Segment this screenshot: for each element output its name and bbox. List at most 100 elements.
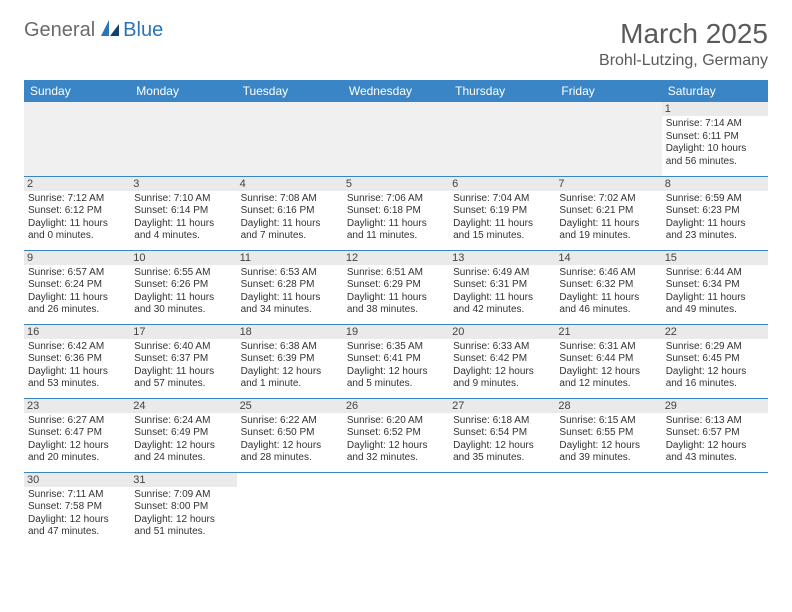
day-info: Sunrise: 6:18 AMSunset: 6:54 PMDaylight:…: [453, 415, 551, 465]
day-number: 29: [662, 399, 768, 413]
calendar-cell: 24 Sunrise: 6:24 AMSunset: 6:49 PMDayligh…: [130, 398, 236, 472]
day-info: Sunrise: 6:40 AMSunset: 6:37 PMDaylight:…: [134, 341, 232, 391]
day-number: 20: [449, 325, 555, 339]
calendar-cell: 22 Sunrise: 6:29 AMSunset: 6:45 PMDayligh…: [662, 324, 768, 398]
calendar-cell: 17 Sunrise: 6:40 AMSunset: 6:37 PMDayligh…: [130, 324, 236, 398]
day-number: 12: [343, 251, 449, 265]
day-number: 13: [449, 251, 555, 265]
calendar-cell: 20 Sunrise: 6:33 AMSunset: 6:42 PMDayligh…: [449, 324, 555, 398]
calendar-cell: [662, 472, 768, 546]
calendar-cell: 19 Sunrise: 6:35 AMSunset: 6:41 PMDayligh…: [343, 324, 449, 398]
calendar-cell: [343, 102, 449, 176]
calendar-cell: 7 Sunrise: 7:02 AMSunset: 6:21 PMDaylight…: [555, 176, 661, 250]
day-info: Sunrise: 6:24 AMSunset: 6:49 PMDaylight:…: [134, 415, 232, 465]
location-label: Brohl-Lutzing, Germany: [599, 52, 768, 70]
calendar-cell: 1 Sunrise: 7:14 AMSunset: 6:11 PMDaylight…: [662, 102, 768, 176]
calendar-cell: [237, 472, 343, 546]
day-info: Sunrise: 6:49 AMSunset: 6:31 PMDaylight:…: [453, 267, 551, 317]
calendar-cell: [555, 472, 661, 546]
calendar-cell: 6 Sunrise: 7:04 AMSunset: 6:19 PMDaylight…: [449, 176, 555, 250]
calendar-cell: 25 Sunrise: 6:22 AMSunset: 6:50 PMDayligh…: [237, 398, 343, 472]
day-number: 21: [555, 325, 661, 339]
day-info: Sunrise: 6:42 AMSunset: 6:36 PMDaylight:…: [28, 341, 126, 391]
calendar-cell: [343, 472, 449, 546]
day-info: Sunrise: 6:44 AMSunset: 6:34 PMDaylight:…: [666, 267, 764, 317]
day-number: 11: [237, 251, 343, 265]
calendar-cell: 28Sunrise: 6:15 AMSunset: 6:55 PMDayligh…: [555, 398, 661, 472]
day-number: 22: [662, 325, 768, 339]
day-number: 24: [130, 399, 236, 413]
calendar-cell: 31Sunrise: 7:09 AMSunset: 8:00 PMDayligh…: [130, 472, 236, 546]
day-number: 4: [237, 177, 343, 191]
day-number: 23: [24, 399, 130, 413]
title-block: March 2025 Brohl-Lutzing, Germany: [599, 18, 768, 70]
calendar-cell: 8 Sunrise: 6:59 AMSunset: 6:23 PMDaylight…: [662, 176, 768, 250]
logo-text-blue: Blue: [123, 19, 163, 42]
calendar-cell: [237, 102, 343, 176]
calendar-cell: 12Sunrise: 6:51 AMSunset: 6:29 PMDayligh…: [343, 250, 449, 324]
day-number: 1: [662, 102, 768, 116]
day-info: Sunrise: 6:27 AMSunset: 6:47 PMDaylight:…: [28, 415, 126, 465]
day-number: 2: [24, 177, 130, 191]
calendar-cell: 4Sunrise: 7:08 AMSunset: 6:16 PMDaylight…: [237, 176, 343, 250]
page-header: General Blue March 2025 Brohl-Lutzing, G…: [24, 18, 768, 70]
day-number: 7: [555, 177, 661, 191]
calendar-cell: 9 Sunrise: 6:57 AMSunset: 6:24 PMDaylight…: [24, 250, 130, 324]
weekday-header: Monday: [130, 80, 236, 102]
calendar-cell: 14Sunrise: 6:46 AMSunset: 6:32 PMDayligh…: [555, 250, 661, 324]
day-info: Sunrise: 6:35 AMSunset: 6:41 PMDaylight:…: [347, 341, 445, 391]
day-number: 8: [662, 177, 768, 191]
day-info: Sunrise: 7:12 AMSunset: 6:12 PMDaylight:…: [28, 193, 126, 243]
day-number: 6: [449, 177, 555, 191]
weekday-header: Saturday: [662, 80, 768, 102]
day-info: Sunrise: 6:59 AMSunset: 6:23 PMDaylight:…: [666, 193, 764, 243]
day-number: 9: [24, 251, 130, 265]
day-info: Sunrise: 7:04 AMSunset: 6:19 PMDaylight:…: [453, 193, 551, 243]
day-info: Sunrise: 6:33 AMSunset: 6:42 PMDaylight:…: [453, 341, 551, 391]
day-info: Sunrise: 6:55 AMSunset: 6:26 PMDaylight:…: [134, 267, 232, 317]
day-info: Sunrise: 6:20 AMSunset: 6:52 PMDaylight:…: [347, 415, 445, 465]
calendar-cell: 29 Sunrise: 6:13 AMSunset: 6:57 PMDayligh…: [662, 398, 768, 472]
day-number: 17: [130, 325, 236, 339]
day-number: 30: [24, 473, 130, 487]
day-info: Sunrise: 6:53 AMSunset: 6:28 PMDaylight:…: [241, 267, 339, 317]
calendar-cell: [555, 102, 661, 176]
calendar-cell: 23 Sunrise: 6:27 AMSunset: 6:47 PMDayligh…: [24, 398, 130, 472]
day-number: 25: [237, 399, 343, 413]
calendar-cell: 5Sunrise: 7:06 AMSunset: 6:18 PMDaylight…: [343, 176, 449, 250]
weekday-header: Wednesday: [343, 80, 449, 102]
day-info: Sunrise: 6:57 AMSunset: 6:24 PMDaylight:…: [28, 267, 126, 317]
calendar-cell: 30 Sunrise: 7:11 AMSunset: 7:58 PMDayligh…: [24, 472, 130, 546]
calendar-cell: [130, 102, 236, 176]
calendar-cell: 26 Sunrise: 6:20 AMSunset: 6:52 PMDayligh…: [343, 398, 449, 472]
weekday-header: Tuesday: [237, 80, 343, 102]
day-number: 14: [555, 251, 661, 265]
weekday-header: Sunday: [24, 80, 130, 102]
day-number: 31: [130, 473, 236, 487]
day-info: Sunrise: 7:06 AMSunset: 6:18 PMDaylight:…: [347, 193, 445, 243]
calendar-cell: 16Sunrise: 6:42 AMSunset: 6:36 PMDayligh…: [24, 324, 130, 398]
day-info: Sunrise: 7:11 AMSunset: 7:58 PMDaylight:…: [28, 489, 126, 539]
day-info: Sunrise: 7:10 AMSunset: 6:14 PMDaylight:…: [134, 193, 232, 243]
calendar-cell: 21 Sunrise: 6:31 AMSunset: 6:44 PMDayligh…: [555, 324, 661, 398]
day-info: Sunrise: 7:02 AMSunset: 6:21 PMDaylight:…: [559, 193, 657, 243]
day-info: Sunrise: 6:31 AMSunset: 6:44 PMDaylight:…: [559, 341, 657, 391]
day-info: Sunrise: 7:14 AMSunset: 6:11 PMDaylight:…: [666, 118, 764, 168]
calendar-cell: [24, 102, 130, 176]
calendar-cell: 18Sunrise: 6:38 AMSunset: 6:39 PMDayligh…: [237, 324, 343, 398]
calendar-page: General Blue March 2025 Brohl-Lutzing, G…: [0, 0, 792, 564]
day-info: Sunrise: 6:22 AMSunset: 6:50 PMDaylight:…: [241, 415, 339, 465]
calendar-cell: 13 Sunrise: 6:49 AMSunset: 6:31 PMDayligh…: [449, 250, 555, 324]
calendar-cell: 3Sunrise: 7:10 AMSunset: 6:14 PMDaylight…: [130, 176, 236, 250]
day-number: 18: [237, 325, 343, 339]
calendar-cell: 15Sunrise: 6:44 AMSunset: 6:34 PMDayligh…: [662, 250, 768, 324]
logo-sail-icon: [99, 18, 121, 43]
day-number: 26: [343, 399, 449, 413]
calendar-cell: [449, 102, 555, 176]
day-info: Sunrise: 6:13 AMSunset: 6:57 PMDaylight:…: [666, 415, 764, 465]
day-info: Sunrise: 6:29 AMSunset: 6:45 PMDaylight:…: [666, 341, 764, 391]
calendar-grid: SundayMondayTuesdayWednesdayThursdayFrid…: [24, 80, 768, 546]
day-number: 19: [343, 325, 449, 339]
logo-text-general: General: [24, 19, 95, 42]
day-number: 27: [449, 399, 555, 413]
